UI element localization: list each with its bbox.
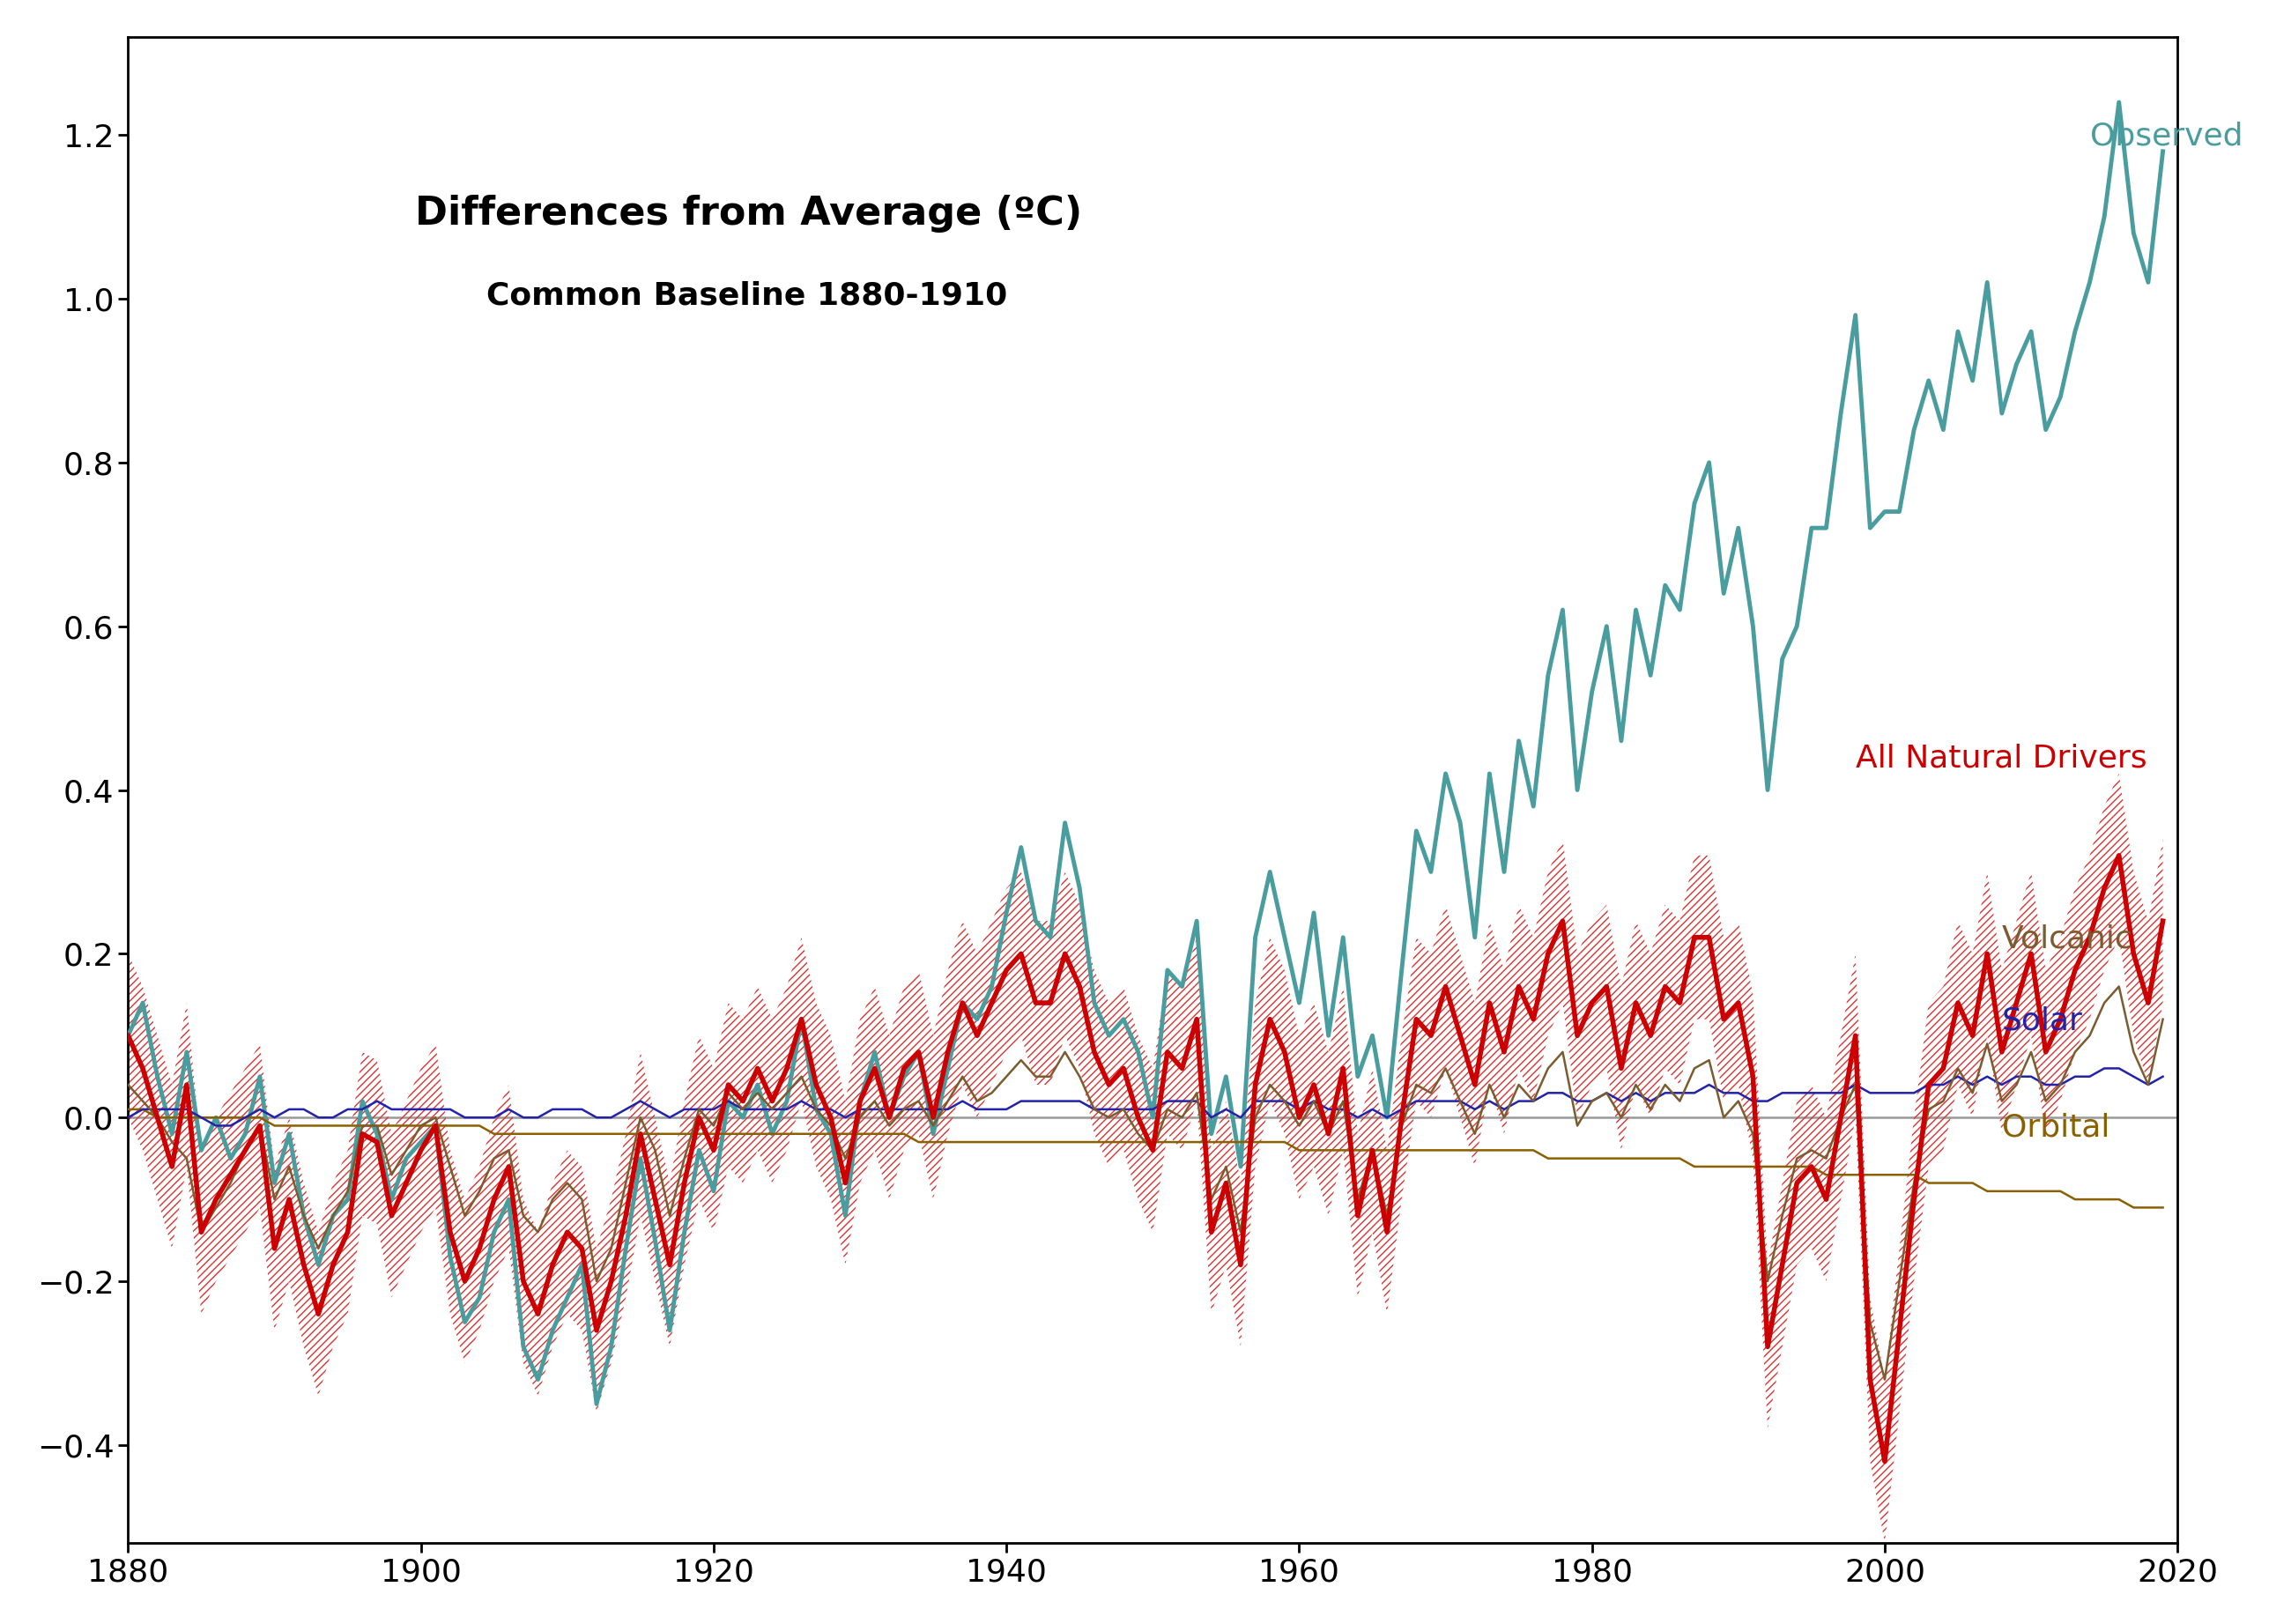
Text: Orbital: Orbital: [2002, 1112, 2110, 1142]
Text: Volcanic: Volcanic: [2002, 924, 2133, 953]
Text: Solar: Solar: [2002, 1005, 2083, 1036]
Text: Common Baseline 1880-1910: Common Baseline 1880-1910: [486, 281, 1008, 310]
Text: Observed: Observed: [2089, 122, 2243, 151]
Text: Differences from Average (ºC): Differences from Average (ºC): [415, 195, 1081, 232]
Text: All Natural Drivers: All Natural Drivers: [1856, 744, 2147, 773]
